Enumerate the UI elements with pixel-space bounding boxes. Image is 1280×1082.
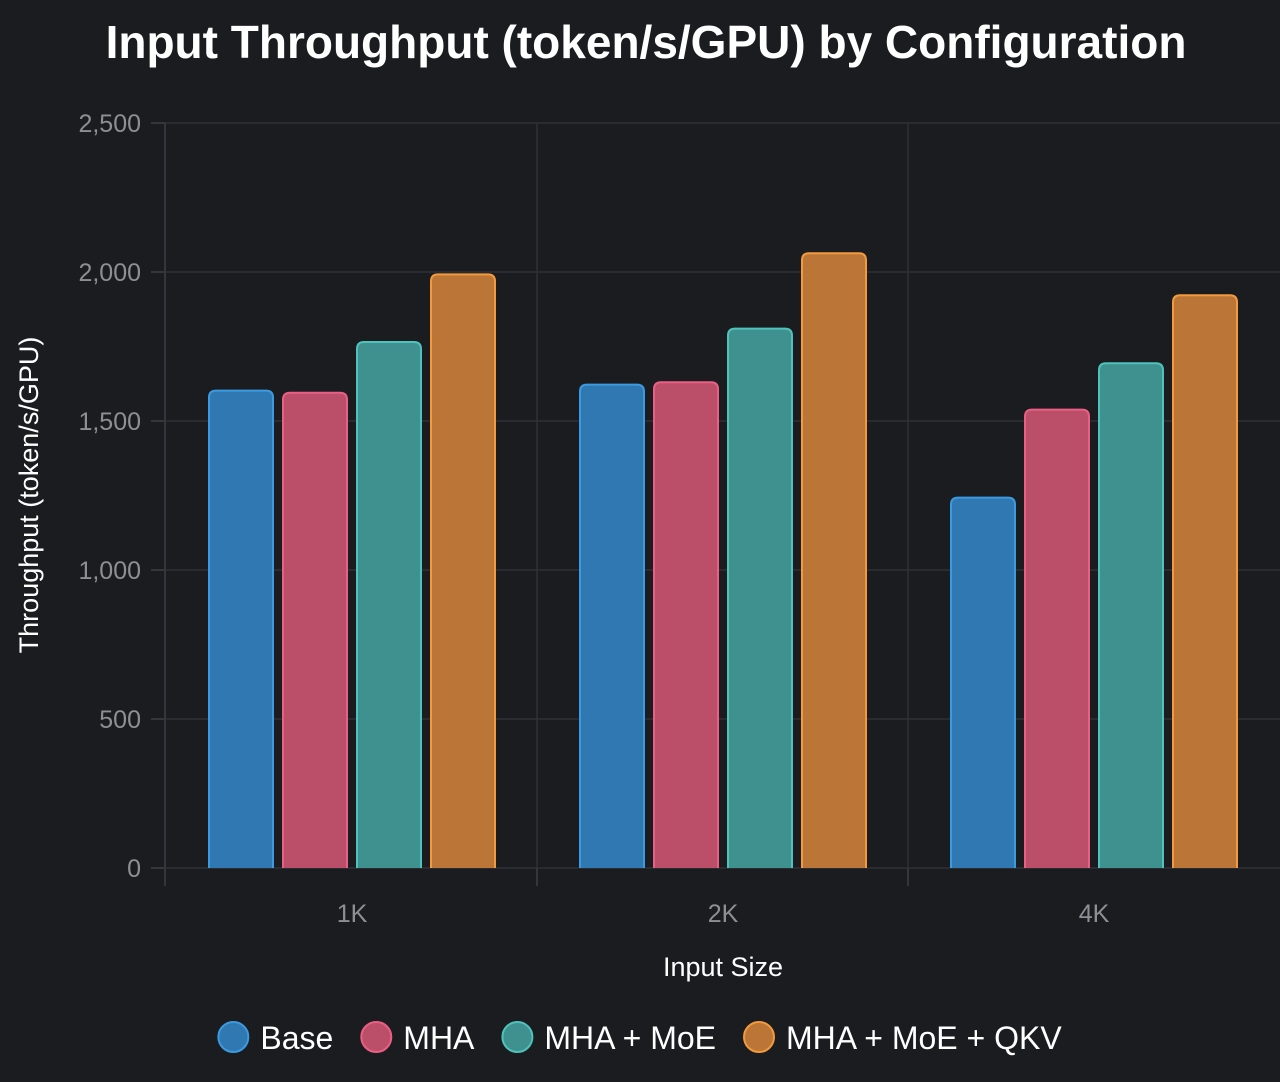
- y-tick-label: 0: [127, 855, 141, 883]
- bar-base-4k[interactable]: [950, 496, 1016, 868]
- x-axis-title: Input Size: [663, 952, 783, 982]
- legend-item[interactable]: MHA + MoE + QKV: [743, 1020, 1062, 1056]
- x-tick-label: 1K: [337, 900, 368, 928]
- x-axis: 1K 2K 4K: [164, 868, 1110, 928]
- legend-swatch: [743, 1021, 775, 1053]
- y-tick-label: 1,500: [78, 408, 141, 436]
- legend-swatch: [501, 1021, 534, 1053]
- y-axis: 0 500 1,000 1,500 2,000 2,500: [78, 110, 166, 886]
- bar-base-1k[interactable]: [208, 389, 274, 868]
- y-tick-label: 1,000: [78, 557, 141, 585]
- bar-base-2k[interactable]: [579, 383, 645, 868]
- y-tick-label: 500: [99, 706, 141, 734]
- bar-mha-moe-qkv-4k[interactable]: [1172, 294, 1238, 868]
- x-tick-label: 4K: [1079, 900, 1110, 928]
- y-tick-label: 2,000: [78, 259, 141, 287]
- legend: Base MHA MHA + MoE MHA + MoE + QKV: [217, 1020, 1062, 1056]
- chart-title: Input Throughput (token/s/GPU) by Config…: [106, 16, 1187, 68]
- legend-label: MHA + MoE: [544, 1020, 716, 1056]
- bar-mha-2k[interactable]: [653, 381, 719, 868]
- legend-item[interactable]: Base: [217, 1020, 333, 1056]
- bar-mha-moe-qkv-2k[interactable]: [801, 252, 867, 868]
- legend-label: MHA: [403, 1020, 475, 1056]
- legend-label: Base: [260, 1020, 333, 1056]
- bar-mha-4k[interactable]: [1024, 408, 1090, 868]
- legend-item[interactable]: MHA: [360, 1020, 475, 1056]
- bar-mha-moe-4k[interactable]: [1098, 362, 1164, 868]
- bar-mha-moe-1k[interactable]: [356, 341, 422, 868]
- legend-swatch: [360, 1021, 393, 1053]
- bars: [208, 252, 1238, 868]
- bar-mha-moe-2k[interactable]: [727, 327, 793, 868]
- legend-swatch: [217, 1021, 250, 1053]
- y-axis-title: Throughput (token/s/GPU): [14, 337, 44, 654]
- legend-item[interactable]: MHA + MoE: [501, 1020, 716, 1056]
- grid: [165, 122, 1280, 869]
- x-tick-label: 2K: [708, 900, 739, 928]
- bar-mha-moe-qkv-1k[interactable]: [430, 273, 496, 868]
- legend-label: MHA + MoE + QKV: [786, 1020, 1062, 1056]
- bar-mha-1k[interactable]: [282, 391, 348, 868]
- y-tick-label: 2,500: [78, 110, 141, 138]
